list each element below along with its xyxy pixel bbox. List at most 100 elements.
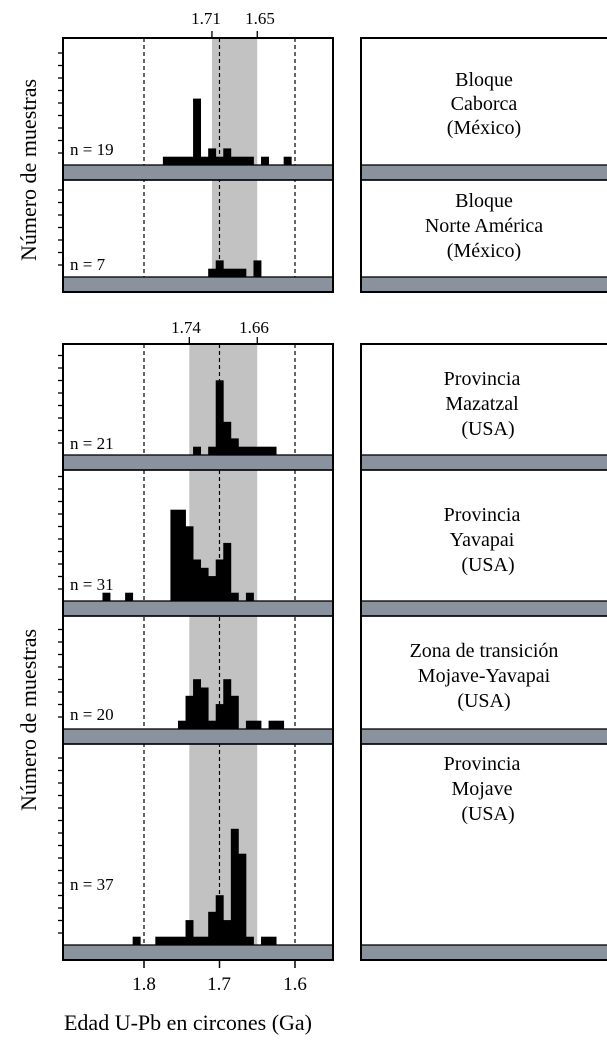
histogram-bar-5-5 bbox=[186, 920, 194, 945]
histogram-bar-0-10 bbox=[238, 157, 246, 165]
n-label-mazatzal: n = 21 bbox=[70, 434, 114, 453]
title-yavapai-line3: (USA) bbox=[461, 554, 514, 576]
title-mazatzal-line3: (USA) bbox=[461, 418, 514, 440]
histogram-bar-0-7 bbox=[216, 157, 224, 165]
histogram-bar-3-8 bbox=[216, 560, 224, 602]
title-mazatzal-line1: Provincia bbox=[444, 368, 521, 390]
n-label-yavapai: n = 31 bbox=[70, 575, 114, 594]
n-label-caborca: n = 19 bbox=[70, 140, 114, 159]
histogram-bar-5-2 bbox=[163, 937, 171, 945]
histogram-bar-1-1 bbox=[216, 260, 224, 277]
histogram-bar-2-3 bbox=[223, 422, 231, 455]
title-norte-america-line2: Norte América bbox=[425, 215, 543, 237]
histogram-bar-0-0 bbox=[163, 157, 171, 165]
histogram-bar-2-6 bbox=[246, 447, 254, 455]
histogram-bar-3-9 bbox=[223, 543, 231, 601]
label-base-bar-2 bbox=[361, 455, 607, 470]
panel-base-bar-4 bbox=[63, 729, 333, 744]
histogram-bar-0-3 bbox=[186, 157, 194, 165]
histogram-bar-3-5 bbox=[193, 560, 201, 602]
histogram-bar-4-0 bbox=[178, 721, 186, 729]
band-label-bottom-left: 1.74 bbox=[171, 318, 201, 337]
histogram-bar-5-3 bbox=[170, 937, 178, 945]
histogram-bar-0-8 bbox=[223, 148, 231, 165]
title-mazatzal-line2: Mazatzal bbox=[445, 393, 519, 415]
title-yavapai-line1: Provincia bbox=[444, 504, 521, 526]
histogram-bar-1-5 bbox=[253, 260, 261, 277]
label-base-bar-0 bbox=[361, 165, 607, 180]
band-label-top-right: 1.65 bbox=[245, 9, 275, 28]
title-norte-america-line1: Bloque bbox=[455, 190, 513, 212]
histogram-bar-2-9 bbox=[269, 447, 277, 455]
histogram-bar-3-1 bbox=[125, 593, 133, 601]
y-axis-label-bottom: Número de muestras bbox=[16, 629, 41, 811]
x-tick-label-1-7: 1.7 bbox=[207, 974, 231, 995]
panel-base-bar-2 bbox=[63, 455, 333, 470]
histogram-bar-5-15 bbox=[269, 937, 277, 945]
histogram-bar-2-4 bbox=[231, 438, 239, 455]
histogram-bar-2-5 bbox=[238, 447, 246, 455]
panel-base-bar-5 bbox=[63, 945, 333, 960]
title-mojave-yavapai-line3: (USA) bbox=[457, 690, 510, 712]
panel-base-bar-3 bbox=[63, 601, 333, 616]
title-yavapai-line2: Yavapai bbox=[450, 529, 515, 551]
histogram-bar-0-13 bbox=[284, 157, 292, 165]
title-mojave-yavapai-line1: Zona de transición bbox=[410, 640, 559, 662]
histogram-bar-1-0 bbox=[208, 269, 216, 277]
histogram-bar-5-12 bbox=[238, 854, 246, 945]
histogram-bar-1-2 bbox=[223, 269, 231, 277]
histogram-bar-0-9 bbox=[231, 157, 239, 165]
histogram-bar-5-11 bbox=[231, 829, 239, 945]
histogram-bar-2-0 bbox=[193, 447, 201, 455]
histogram-bar-4-4 bbox=[208, 721, 216, 729]
histogram-bar-0-11 bbox=[246, 157, 254, 165]
histogram-bar-0-1 bbox=[170, 157, 178, 165]
n-label-norte-america: n = 7 bbox=[70, 255, 106, 274]
histogram-bar-5-0 bbox=[133, 937, 141, 945]
histogram-bar-4-2 bbox=[193, 679, 201, 729]
histogram-bar-3-7 bbox=[208, 576, 216, 601]
x-axis-label: Edad U-Pb en circones (Ga) bbox=[64, 1010, 312, 1035]
histogram-bar-5-10 bbox=[223, 920, 231, 945]
band-label-top-left: 1.71 bbox=[191, 9, 221, 28]
histogram-bar-4-5 bbox=[216, 704, 224, 729]
histogram-bar-2-2 bbox=[216, 380, 224, 455]
histogram-bar-5-14 bbox=[261, 937, 269, 945]
histogram-bar-3-3 bbox=[178, 510, 186, 601]
histogram-bar-4-6 bbox=[223, 679, 231, 729]
title-caborca-line1: Bloque bbox=[455, 69, 513, 91]
histogram-bar-4-1 bbox=[186, 696, 194, 729]
histogram-bar-2-8 bbox=[261, 447, 269, 455]
histogram-bar-4-3 bbox=[201, 688, 209, 730]
title-mojave-line1: Provincia bbox=[444, 753, 521, 775]
histogram-bar-0-12 bbox=[261, 157, 269, 165]
panel-base-bar-1 bbox=[63, 277, 333, 292]
histogram-bar-2-1 bbox=[208, 447, 216, 455]
histogram-bar-3-4 bbox=[186, 526, 194, 601]
label-base-bar-1 bbox=[361, 277, 607, 292]
title-mojave-yavapai-line2: Mojave-Yavapai bbox=[418, 665, 551, 687]
band-label-bottom-right: 1.66 bbox=[239, 318, 269, 337]
histogram-bar-0-2 bbox=[178, 157, 186, 165]
y-axis-label-top: Número de muestras bbox=[16, 79, 41, 261]
histogram-bar-4-9 bbox=[253, 721, 261, 729]
histogram-bar-5-8 bbox=[208, 912, 216, 945]
histogram-bar-5-13 bbox=[246, 937, 254, 945]
histogram-bar-1-3 bbox=[231, 269, 239, 277]
histogram-bar-3-11 bbox=[246, 593, 254, 601]
histogram-bar-5-9 bbox=[216, 895, 224, 945]
histogram-bar-3-2 bbox=[170, 510, 178, 601]
histogram-bar-0-4 bbox=[193, 99, 201, 165]
histogram-bar-0-5 bbox=[201, 157, 209, 165]
histogram-bar-4-8 bbox=[246, 721, 254, 729]
histogram-bar-4-11 bbox=[276, 721, 284, 729]
histogram-bar-2-7 bbox=[253, 447, 261, 455]
chart-shapes bbox=[58, 31, 607, 968]
histogram-bar-4-10 bbox=[269, 721, 277, 729]
histogram-bar-1-4 bbox=[238, 269, 246, 277]
histogram-bar-3-10 bbox=[231, 593, 239, 601]
panel-base-bar-0 bbox=[63, 165, 333, 180]
histogram-bar-5-4 bbox=[178, 937, 186, 945]
label-base-bar-4 bbox=[361, 729, 607, 744]
